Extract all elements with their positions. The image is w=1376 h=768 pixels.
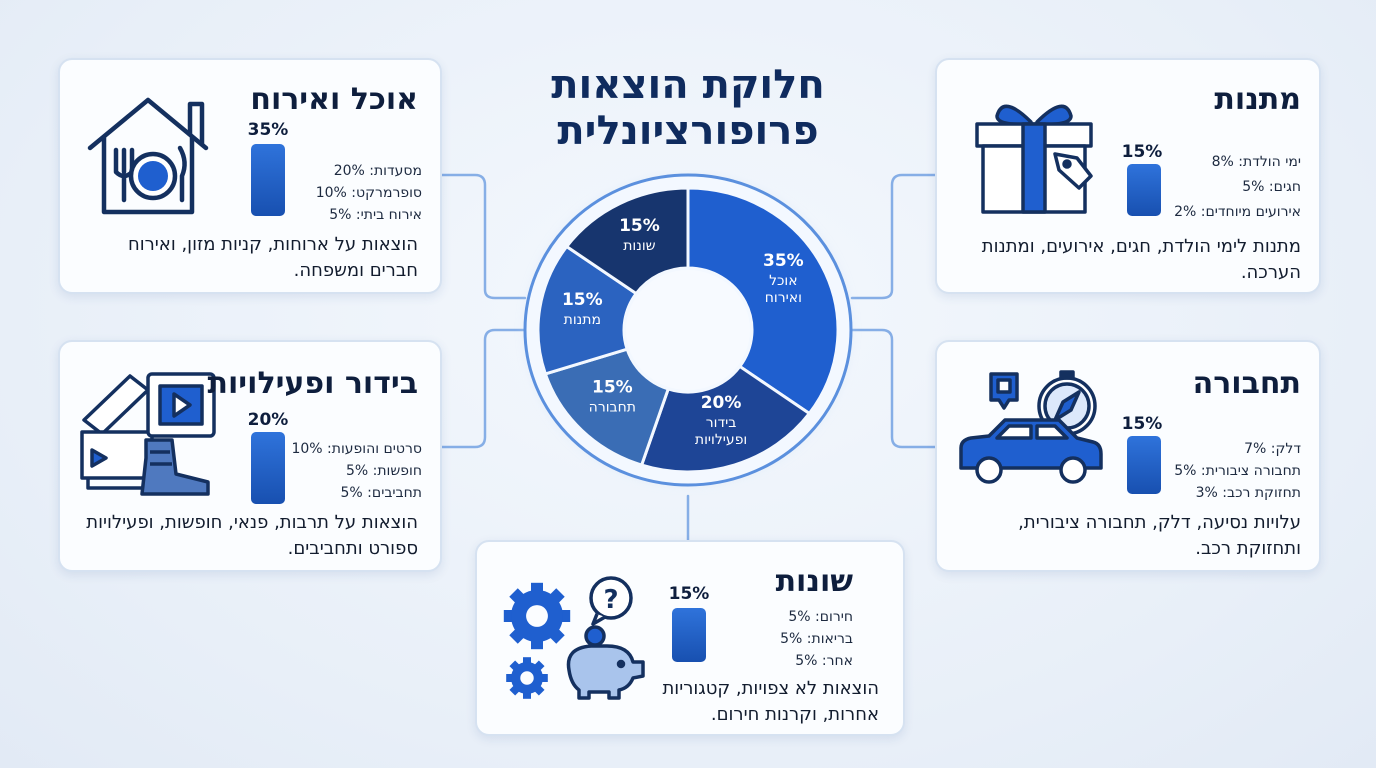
card-transport-description: עלויות נסיעה, דלק, תחבורה ציבורית, ותחזו… xyxy=(1018,512,1301,559)
card-entertainment-bar xyxy=(251,432,285,504)
gear-icon xyxy=(506,657,548,699)
card-food-item: מסעדות: 20% xyxy=(333,163,422,179)
card-gifts-description: מתנות לימי הולדת, חגים, אירועים, ומתנות … xyxy=(981,236,1301,283)
donut-slice-label: שונות xyxy=(623,238,655,254)
donut-slice-label: אוכל xyxy=(769,273,798,289)
donut-slices xyxy=(536,186,840,474)
donut-slice-value: 15% xyxy=(619,216,660,236)
donut-slice-value: 20% xyxy=(701,393,742,413)
connector-transport xyxy=(850,328,937,449)
svg-text:?: ? xyxy=(603,585,618,615)
house-plate-icon xyxy=(87,97,209,215)
car-compass-icon xyxy=(959,370,1103,484)
card-transport-title: תחבורה xyxy=(1192,366,1301,401)
donut-slice-label: ופעילויות xyxy=(695,432,747,448)
card-food: אוכל ואירוח 35% מסעדות: 20% סופרמרקט: 10… xyxy=(58,58,442,294)
donut-slice-label: תחבורה xyxy=(589,399,636,415)
card-misc-description: הוצאות לא צפויות, קטגוריות אחרות, וקרנות… xyxy=(662,678,879,725)
connector-gifts xyxy=(850,173,937,300)
card-transport-item: דלק: 7% xyxy=(1244,441,1301,457)
gears-piggybank-icon: ? xyxy=(503,576,645,700)
donut-slice-value: 15% xyxy=(592,377,633,397)
title-line-2: פרופורציונלית xyxy=(557,108,819,154)
donut-slice-label: ואירוח xyxy=(765,290,802,306)
card-food-description: הוצאות על ארוחות, קניות מזון, ואירוח חבר… xyxy=(127,234,418,281)
card-entertainment-items: סרטים והופעות: 10% חופשות: 5% תחביבים: 5… xyxy=(291,438,422,504)
card-transport-percent: 15% xyxy=(1121,414,1163,434)
donut-slice xyxy=(564,186,690,296)
card-food-items: מסעדות: 20% סופרמרקט: 10% אירוח ביתי: 5% xyxy=(316,160,422,226)
card-misc-title: שונות xyxy=(775,564,853,599)
card-gifts-percent: 15% xyxy=(1121,142,1163,162)
card-misc-item: אחר: 5% xyxy=(795,653,853,669)
donut-slice-value: 15% xyxy=(562,290,603,310)
card-food-title: אוכל ואירוח xyxy=(250,82,418,117)
card-gifts-items: ימי הולדת: 8% חגים: 5% אירועים מיוחדים: … xyxy=(1174,150,1301,225)
card-transport-item: תחבורה ציבורית: 5% xyxy=(1174,463,1301,479)
card-entertainment-item: סרטים והופעות: 10% xyxy=(291,441,422,457)
card-entertainment: בידור ופעילויות 20% סרטים והופעות: 10% ח… xyxy=(58,340,442,572)
card-entertainment-title: בידור ופעילויות xyxy=(207,366,418,401)
card-gifts-item: חגים: 5% xyxy=(1242,179,1301,195)
card-gifts-title: מתנות xyxy=(1214,82,1301,117)
card-misc: ? שונות 15% חירום: 5% בריאות: 5% אחר: 5%… xyxy=(475,540,905,736)
card-misc-percent: 15% xyxy=(668,584,710,604)
donut-hole xyxy=(626,270,750,390)
card-entertainment-description: הוצאות על תרבות, פנאי, חופשות, ופעילויות… xyxy=(86,512,418,559)
card-gifts-item: ימי הולדת: 8% xyxy=(1211,154,1301,170)
donut-slice-value: 35% xyxy=(763,251,804,271)
card-food-item: אירוח ביתי: 5% xyxy=(329,207,422,223)
page-title: חלוקת הוצאות פרופורציונלית xyxy=(500,62,876,154)
donut-slice-label: בידור xyxy=(706,415,737,431)
card-food-bar xyxy=(251,144,285,216)
gear-icon xyxy=(503,582,571,650)
card-food-percent: 35% xyxy=(247,120,289,140)
card-entertainment-item: תחביבים: 5% xyxy=(340,485,422,501)
card-transport: תחבורה 15% דלק: 7% תחבורה ציבורית: 5% תח… xyxy=(935,340,1321,572)
card-misc-item: בריאות: 5% xyxy=(780,631,853,647)
card-misc-items: חירום: 5% בריאות: 5% אחר: 5% xyxy=(780,606,853,672)
donut-slice-label: מתנות xyxy=(564,312,601,328)
card-misc-item: חירום: 5% xyxy=(788,609,853,625)
card-transport-items: דלק: 7% תחבורה ציבורית: 5% תחזוקת רכב: 3… xyxy=(1174,438,1301,504)
card-misc-bar xyxy=(672,608,706,662)
connector-food xyxy=(438,173,527,300)
ticket-film-boot-icon xyxy=(80,372,216,496)
donut-slice xyxy=(639,364,812,474)
card-transport-bar xyxy=(1127,436,1161,494)
card-gifts-bar xyxy=(1127,164,1161,216)
card-entertainment-percent: 20% xyxy=(247,410,289,430)
card-entertainment-item: חופשות: 5% xyxy=(345,463,422,479)
card-gifts: מתנות 15% ימי הולדת: 8% חגים: 5% אירועים… xyxy=(935,58,1321,294)
title-line-1: חלוקת הוצאות xyxy=(551,62,825,108)
donut-slice xyxy=(686,186,840,416)
gift-box-icon xyxy=(975,104,1093,214)
card-food-item: סופרמרקט: 10% xyxy=(315,185,422,201)
card-transport-item: תחזוקת רכב: 3% xyxy=(1195,485,1301,501)
connector-entertainment xyxy=(438,328,527,449)
card-gifts-item: אירועים מיוחדים: 2% xyxy=(1174,204,1301,220)
